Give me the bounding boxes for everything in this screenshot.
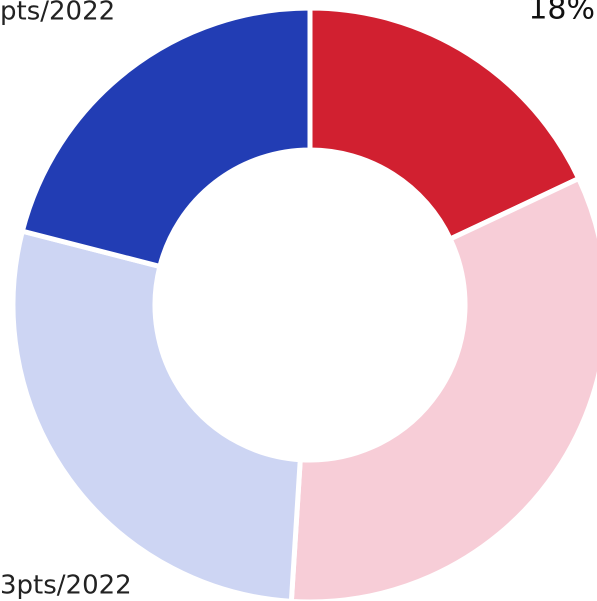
donut-slice — [19, 5, 313, 270]
annotation: pts/2022 — [0, 0, 115, 27]
donut-slice — [10, 228, 303, 601]
donut-slice — [307, 5, 583, 243]
value-label: 18% — [528, 0, 595, 27]
annotation: 3pts/2022 — [0, 571, 132, 601]
donut-slice — [288, 175, 597, 601]
